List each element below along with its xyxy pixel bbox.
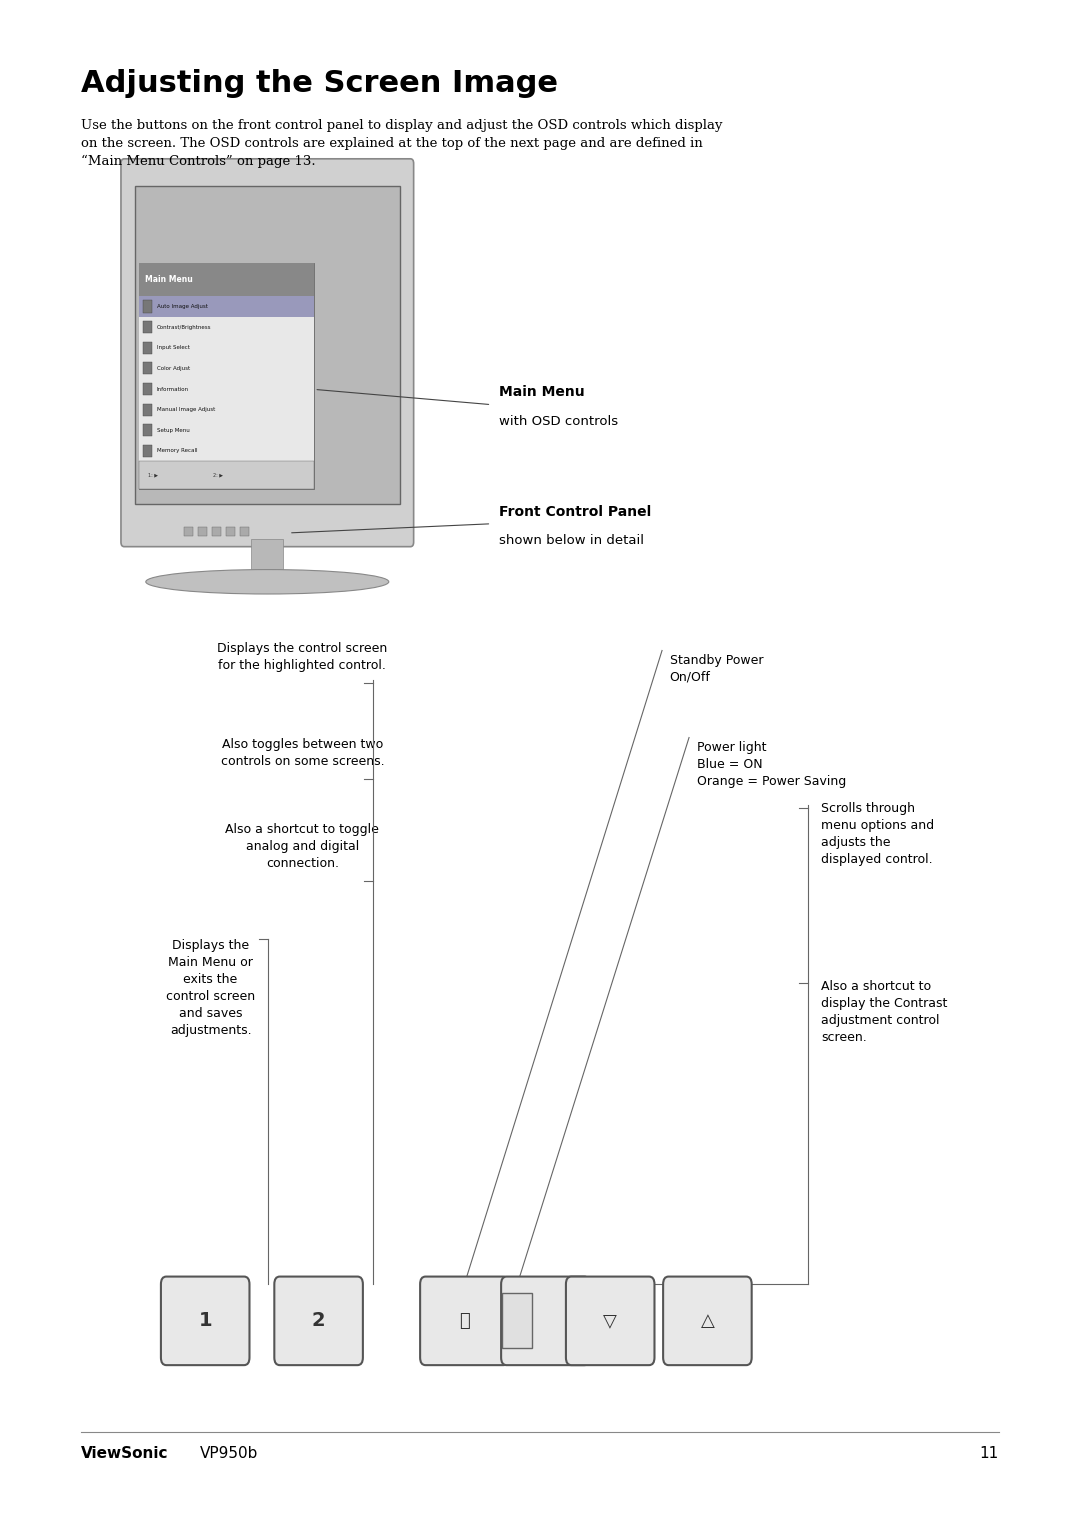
Bar	[184, 527, 193, 536]
Bar	[143, 444, 152, 457]
Text: 2: 2	[312, 1312, 325, 1330]
Text: Contrast/Brightness: Contrast/Brightness	[157, 325, 211, 330]
Ellipse shape	[146, 570, 389, 594]
Text: Standby Power
On/Off: Standby Power On/Off	[670, 654, 764, 684]
Bar	[212, 527, 221, 536]
Bar	[226, 527, 235, 536]
Text: ▽: ▽	[604, 1312, 617, 1330]
Text: ⏻: ⏻	[459, 1312, 470, 1330]
Text: Front Control Panel: Front Control Panel	[499, 504, 651, 519]
Text: shown below in detail: shown below in detail	[499, 534, 644, 547]
FancyBboxPatch shape	[139, 263, 314, 489]
Bar	[143, 403, 152, 415]
Text: Main Menu: Main Menu	[145, 275, 192, 284]
Text: 1: 1	[199, 1312, 212, 1330]
Text: 11: 11	[980, 1446, 999, 1461]
Bar	[143, 321, 152, 333]
Text: Main Menu: Main Menu	[499, 385, 584, 400]
Text: Use the buttons on the front control panel to display and adjust the OSD control: Use the buttons on the front control pan…	[81, 119, 723, 168]
Text: Also a shortcut to toggle
analog and digital
connection.: Also a shortcut to toggle analog and dig…	[226, 823, 379, 870]
FancyBboxPatch shape	[161, 1277, 249, 1365]
Bar	[143, 362, 152, 374]
Bar	[198, 527, 207, 536]
Text: Memory Recall: Memory Recall	[157, 449, 198, 454]
Text: Displays the control screen
for the highlighted control.: Displays the control screen for the high…	[217, 641, 388, 672]
Text: 1: ▶: 1: ▶	[148, 472, 158, 478]
Text: △: △	[701, 1312, 714, 1330]
FancyBboxPatch shape	[135, 186, 400, 504]
FancyBboxPatch shape	[566, 1277, 654, 1365]
FancyBboxPatch shape	[121, 159, 414, 547]
Text: Manual Image Adjust: Manual Image Adjust	[157, 408, 215, 412]
Text: VP950b: VP950b	[200, 1446, 258, 1461]
Text: Adjusting the Screen Image: Adjusting the Screen Image	[81, 69, 558, 98]
Bar	[240, 527, 249, 536]
Bar	[143, 342, 152, 354]
Text: Also a shortcut to
display the Contrast
adjustment control
screen.: Also a shortcut to display the Contrast …	[821, 980, 947, 1044]
FancyBboxPatch shape	[501, 1277, 590, 1365]
FancyBboxPatch shape	[139, 296, 314, 316]
FancyBboxPatch shape	[139, 461, 314, 489]
Bar	[143, 301, 152, 313]
FancyBboxPatch shape	[420, 1277, 509, 1365]
Bar	[143, 383, 152, 395]
Text: Displays the
Main Menu or
exits the
control screen
and saves
adjustments.: Displays the Main Menu or exits the cont…	[166, 939, 255, 1037]
FancyBboxPatch shape	[663, 1277, 752, 1365]
Text: Setup Menu: Setup Menu	[157, 428, 189, 432]
Text: Scrolls through
menu options and
adjusts the
displayed control.: Scrolls through menu options and adjusts…	[821, 802, 934, 866]
FancyBboxPatch shape	[274, 1277, 363, 1365]
Text: with OSD controls: with OSD controls	[499, 415, 618, 428]
Bar	[502, 1293, 532, 1348]
FancyBboxPatch shape	[139, 263, 314, 296]
Bar	[143, 425, 152, 437]
Text: Also toggles between two
controls on some screens.: Also toggles between two controls on som…	[220, 738, 384, 768]
Text: Information: Information	[157, 386, 189, 391]
Text: Input Select: Input Select	[157, 345, 189, 350]
Text: Color Adjust: Color Adjust	[157, 366, 190, 371]
FancyBboxPatch shape	[251, 539, 283, 582]
Text: Auto Image Adjust: Auto Image Adjust	[157, 304, 207, 308]
Text: 2: ▶: 2: ▶	[213, 472, 222, 478]
Text: ViewSonic: ViewSonic	[81, 1446, 168, 1461]
FancyBboxPatch shape	[139, 296, 314, 461]
Text: Power light
Blue = ON
Orange = Power Saving: Power light Blue = ON Orange = Power Sav…	[697, 741, 846, 788]
